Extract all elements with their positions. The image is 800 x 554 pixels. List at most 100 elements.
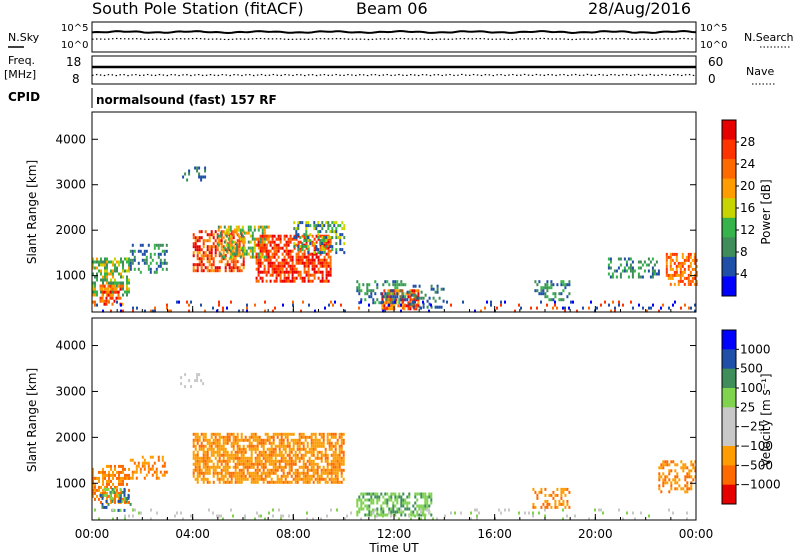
echo-cell <box>306 471 309 475</box>
echo-cell <box>267 252 270 256</box>
echo-cell <box>683 282 686 286</box>
echo-cell <box>238 444 241 448</box>
echo-cell <box>490 303 492 307</box>
echo-cell <box>105 499 108 503</box>
echo-cell <box>200 456 203 460</box>
echo-cell <box>306 517 308 521</box>
colorbar-segment <box>722 159 736 180</box>
echo-cell <box>238 438 241 442</box>
echo-cell <box>236 462 239 466</box>
echo-cell <box>106 257 108 261</box>
echo-cell <box>224 462 227 466</box>
echo-cell <box>544 286 547 290</box>
echo-cell <box>418 284 421 288</box>
echo-cell <box>335 233 338 237</box>
echo-cell <box>208 471 211 475</box>
echo-cell <box>124 290 126 294</box>
power-ylabel: Slant Range [km] <box>25 160 39 264</box>
echo-cell <box>139 249 142 253</box>
nave-trace <box>91 73 696 77</box>
echo-cell <box>276 468 279 472</box>
echo-cell <box>316 465 319 469</box>
echo-cell <box>100 257 102 261</box>
echo-cell <box>695 282 698 286</box>
echo-cell <box>112 263 114 267</box>
echo-cell <box>673 252 676 256</box>
echo-cell <box>202 453 205 457</box>
echo-cell <box>311 261 314 265</box>
echo-cell <box>673 261 676 265</box>
echo-cell <box>306 435 309 439</box>
echo-cell <box>289 255 292 259</box>
echo-cell <box>275 264 278 268</box>
echo-cell <box>299 261 302 265</box>
echo-cell <box>105 505 108 509</box>
echo-cell <box>240 456 243 460</box>
echo-cell <box>426 501 429 505</box>
echo-cell <box>416 296 419 300</box>
echo-cell <box>202 450 205 454</box>
echo-cell <box>327 264 330 268</box>
echo-cell <box>231 240 234 244</box>
echo-cell <box>255 267 258 271</box>
echo-cell <box>313 243 316 247</box>
echo-cell <box>372 508 374 512</box>
echo-cell <box>332 456 335 460</box>
echo-cell <box>106 473 108 477</box>
echo-cell <box>390 289 393 293</box>
echo-cell <box>341 221 344 225</box>
echo-cell <box>290 462 293 466</box>
echo-cell <box>206 456 209 460</box>
echo-cell <box>326 471 329 475</box>
echo-cell <box>240 477 243 481</box>
echo-cell <box>230 269 233 273</box>
echo-cell <box>651 257 654 261</box>
echo-cell <box>658 472 661 476</box>
echo-cell <box>609 275 612 279</box>
echo-cell <box>330 471 333 475</box>
echo-cell <box>420 306 422 310</box>
echo-cell <box>418 492 421 496</box>
echo-cell <box>388 283 391 287</box>
echo-cell <box>224 459 227 463</box>
echo-cell <box>314 477 317 481</box>
echo-cell <box>687 279 690 283</box>
echo-cell <box>660 466 663 470</box>
echo-cell <box>102 488 104 492</box>
echo-cell <box>226 477 229 481</box>
echo-cell <box>386 492 389 496</box>
echo-cell <box>324 453 327 457</box>
echo-cell <box>224 480 227 484</box>
echo-cell <box>149 455 152 459</box>
echo-cell <box>335 251 338 255</box>
echo-cell <box>338 447 341 451</box>
echo-cell <box>135 476 138 480</box>
echo-cell <box>292 432 295 436</box>
echo-cell <box>669 276 672 280</box>
echo-cell <box>238 266 241 270</box>
echo-cell <box>536 289 539 293</box>
echo-cell <box>254 432 257 436</box>
echo-cell <box>106 260 108 264</box>
echo-cell <box>252 471 255 475</box>
echo-cell <box>327 243 330 247</box>
echo-cell <box>196 453 199 457</box>
echo-cell <box>392 295 395 299</box>
echo-cell <box>265 237 268 241</box>
echo-cell <box>244 456 247 460</box>
echo-cell <box>306 441 309 445</box>
echo-cell <box>214 471 217 475</box>
echo-cell <box>300 456 303 460</box>
echo-cell <box>327 240 330 244</box>
echo-cell <box>536 306 538 310</box>
echo-cell <box>107 290 110 294</box>
echo-cell <box>329 230 332 234</box>
echo-cell <box>92 281 94 285</box>
echo-cell <box>250 453 253 457</box>
echo-cell <box>128 473 130 477</box>
echo-cell <box>300 471 303 475</box>
echo-cell <box>288 447 291 451</box>
echo-cell <box>192 468 195 472</box>
echo-cell <box>318 438 321 442</box>
echo-cell <box>664 460 667 464</box>
